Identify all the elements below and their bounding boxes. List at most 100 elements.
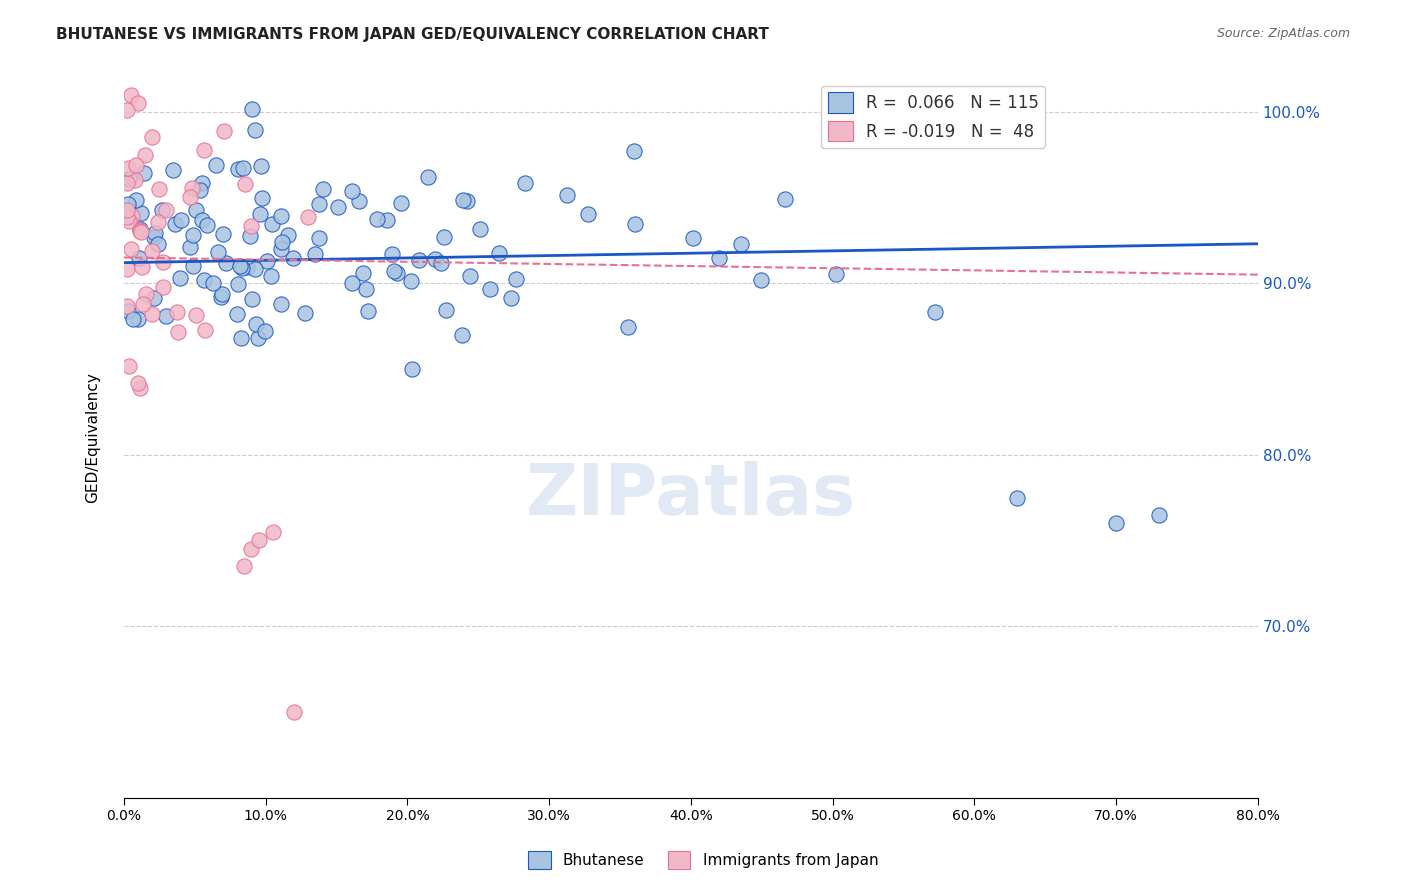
Point: [127, 96, 149, 111]
Point: [179, 190, 201, 204]
Point: [193, 273, 215, 287]
Point: [243, 123, 266, 137]
Point: [423, 252, 446, 267]
Point: [433, 229, 456, 244]
Point: [470, 222, 492, 236]
Point: [451, 327, 474, 342]
Point: [270, 296, 292, 310]
Text: BHUTANESE VS IMMIGRANTS FROM JAPAN GED/EQUIVALENCY CORRELATION CHART: BHUTANESE VS IMMIGRANTS FROM JAPAN GED/E…: [56, 27, 769, 42]
Point: [408, 252, 430, 267]
Point: [121, 311, 143, 326]
Point: [226, 162, 249, 177]
Point: [207, 245, 229, 260]
Point: [166, 305, 188, 319]
Point: [1147, 508, 1170, 522]
Point: [162, 163, 184, 178]
Point: [180, 181, 202, 195]
Point: [283, 705, 305, 719]
Point: [281, 251, 304, 265]
Point: [616, 319, 638, 334]
Point: [146, 237, 169, 252]
Point: [124, 173, 146, 187]
Point: [150, 202, 173, 217]
Point: [249, 207, 271, 221]
Point: [134, 166, 156, 180]
Point: [188, 183, 211, 197]
Point: [505, 272, 527, 286]
Point: [1105, 516, 1128, 531]
Point: [155, 202, 177, 217]
Point: [270, 209, 292, 223]
Point: [115, 210, 138, 224]
Point: [389, 196, 412, 211]
Point: [233, 178, 256, 192]
Point: [1005, 491, 1028, 505]
Point: [155, 309, 177, 323]
Point: [245, 317, 267, 331]
Point: [254, 324, 277, 338]
Point: [399, 275, 422, 289]
Point: [118, 172, 141, 186]
Point: [226, 277, 249, 292]
Point: [117, 304, 139, 318]
Point: [148, 182, 170, 196]
Point: [312, 182, 335, 196]
Point: [243, 262, 266, 277]
Point: [233, 559, 256, 574]
Point: [240, 103, 263, 117]
Point: [247, 533, 270, 548]
Point: [120, 87, 142, 102]
Point: [115, 262, 138, 277]
Point: [163, 217, 186, 231]
Point: [401, 362, 423, 376]
Point: [416, 170, 439, 185]
Point: [297, 210, 319, 224]
Point: [215, 255, 238, 269]
Point: [191, 213, 214, 227]
Point: [751, 273, 773, 287]
Point: [129, 381, 152, 395]
Point: [135, 286, 157, 301]
Point: [239, 219, 262, 234]
Point: [118, 214, 141, 228]
Point: [226, 307, 249, 321]
Point: [623, 144, 645, 158]
Point: [166, 325, 188, 339]
Point: [354, 282, 377, 296]
Point: [205, 158, 228, 172]
Point: [624, 217, 647, 231]
Point: [246, 331, 269, 345]
Y-axis label: GED/Equivalency: GED/Equivalency: [86, 372, 100, 503]
Legend: Bhutanese, Immigrants from Japan: Bhutanese, Immigrants from Japan: [522, 845, 884, 875]
Point: [134, 147, 156, 161]
Point: [143, 229, 166, 244]
Point: [186, 309, 208, 323]
Point: [115, 300, 138, 314]
Point: [352, 266, 374, 280]
Point: [304, 246, 326, 260]
Point: [347, 194, 370, 209]
Point: [129, 223, 152, 237]
Point: [229, 331, 252, 345]
Point: [434, 302, 457, 317]
Point: [513, 176, 536, 190]
Point: [117, 196, 139, 211]
Point: [707, 252, 730, 266]
Point: [152, 255, 174, 269]
Point: [152, 280, 174, 294]
Point: [382, 264, 405, 278]
Point: [141, 244, 163, 259]
Point: [127, 312, 149, 326]
Point: [141, 130, 163, 145]
Point: [115, 176, 138, 190]
Point: [430, 256, 453, 270]
Point: [555, 188, 578, 202]
Point: [209, 290, 232, 304]
Legend: R =  0.066   N = 115, R = -0.019   N =  48: R = 0.066 N = 115, R = -0.019 N = 48: [821, 86, 1046, 148]
Point: [117, 161, 139, 175]
Point: [499, 291, 522, 305]
Point: [308, 197, 330, 211]
Point: [129, 224, 152, 238]
Point: [576, 207, 599, 221]
Point: [131, 260, 153, 275]
